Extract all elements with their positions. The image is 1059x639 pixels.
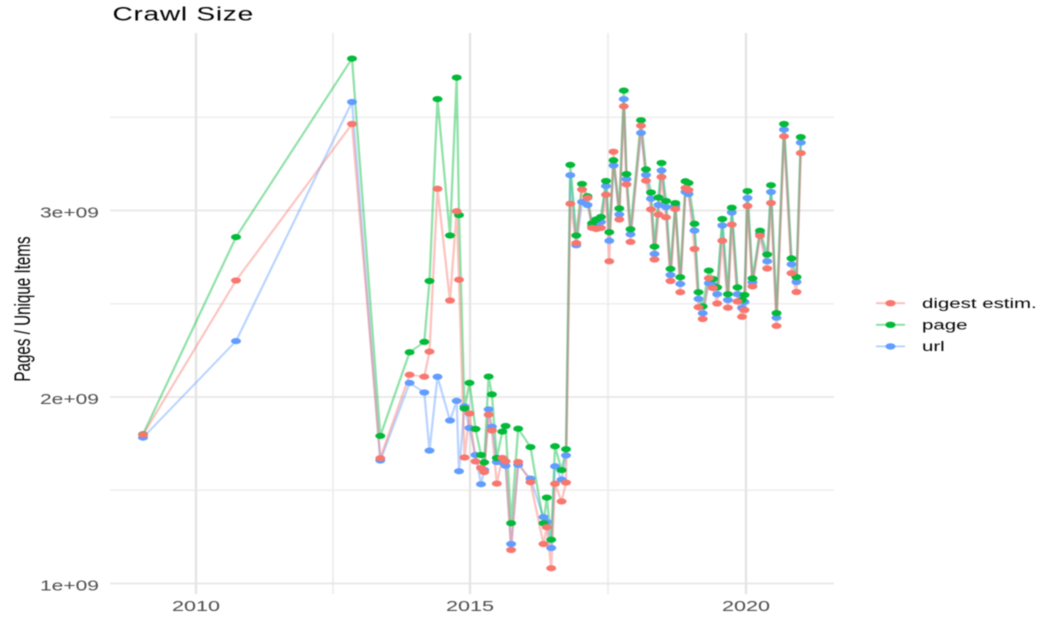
svg-text:Crawl Size: Crawl Size [112,4,253,26]
svg-text:2e+09: 2e+09 [40,391,99,407]
svg-text:Pages / Unique Items: Pages / Unique Items [10,236,34,381]
svg-text:2015: 2015 [446,597,494,614]
svg-text:digest estim.: digest estim. [922,295,1037,311]
svg-text:2010: 2010 [172,597,220,614]
svg-text:url: url [922,338,945,354]
svg-text:2020: 2020 [722,597,770,614]
svg-text:1e+09: 1e+09 [40,577,99,593]
svg-text:page: page [922,317,967,333]
svg-text:3e+09: 3e+09 [40,204,99,220]
